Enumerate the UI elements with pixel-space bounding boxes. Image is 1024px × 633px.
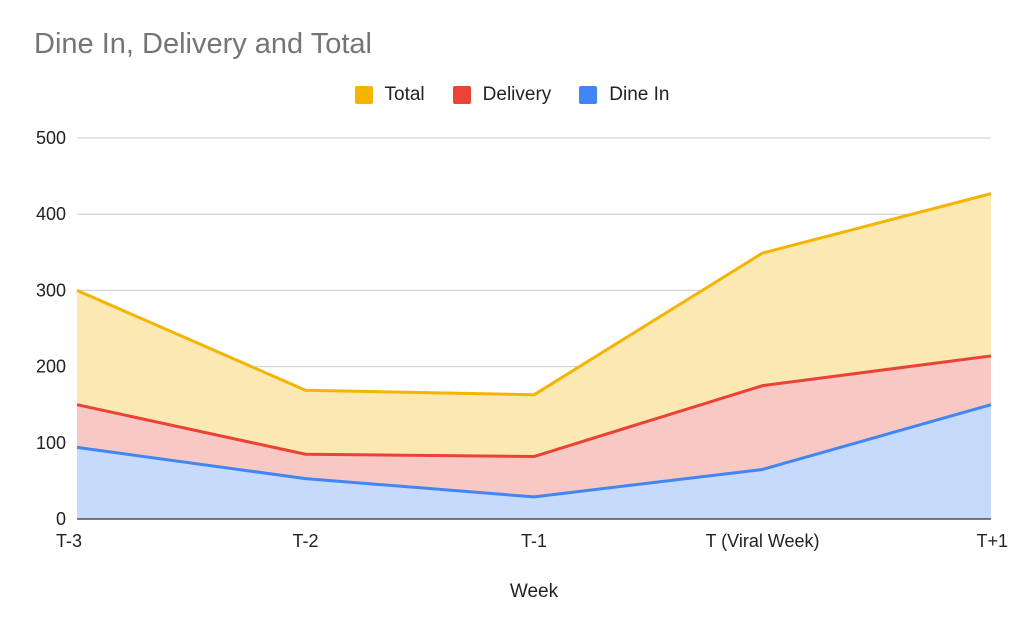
- legend-item-delivery[interactable]: Delivery: [452, 84, 552, 106]
- y-tick-label: 0: [56, 509, 66, 529]
- x-tick-label: T (Viral Week): [705, 531, 819, 551]
- x-tick-label: T+1: [976, 531, 1008, 551]
- legend-swatch-dine-in: [579, 86, 598, 104]
- x-axis-title: Week: [510, 581, 559, 602]
- y-tick-label: 400: [36, 204, 66, 224]
- y-tick-label: 500: [36, 128, 66, 148]
- legend-label-delivery: Delivery: [482, 84, 552, 105]
- legend-label-dine-in: Dine In: [609, 84, 670, 105]
- legend-swatch-total: [354, 86, 373, 104]
- axis-layer: 0 100 200 300 400 500 T-3 T-2 T-1 T (Viral Week) T…: [36, 128, 1008, 551]
- y-tick-label: 200: [36, 357, 66, 377]
- legend-label-total: Total: [384, 84, 425, 105]
- legend-item-dine-in[interactable]: Dine In: [579, 84, 669, 106]
- x-tick-label: T-3: [56, 531, 82, 551]
- line-layer: [76, 192, 992, 499]
- chart-title: Dine In, Delivery and Total: [34, 28, 372, 60]
- chart-legend: Total Delivery Dine In: [0, 84, 1024, 106]
- area-layer: [77, 193, 991, 519]
- area-dine-in: [77, 404, 991, 519]
- x-tick-label: T-2: [292, 531, 318, 551]
- x-tick-label: T-1: [521, 531, 547, 551]
- legend-swatch-delivery: [452, 86, 471, 104]
- legend-item-total[interactable]: Total: [354, 84, 425, 106]
- y-tick-label: 300: [36, 280, 66, 300]
- y-tick-label: 100: [36, 433, 66, 453]
